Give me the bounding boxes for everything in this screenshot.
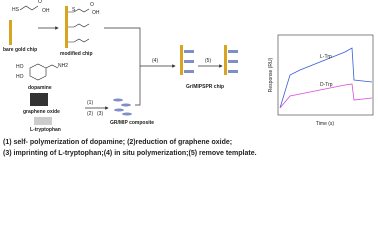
- series-label: L-Trp: [320, 54, 332, 60]
- label: bare gold chip: [3, 47, 37, 53]
- caption: (3) imprinting of L-tryptophan;(4) in si…: [3, 150, 257, 157]
- label: GR/MIP composite: [110, 120, 154, 126]
- molecule-label: HO: [16, 74, 24, 80]
- gold-chip: [224, 45, 227, 75]
- molecule-label: S: [72, 7, 76, 13]
- label: graphene oxide: [23, 109, 60, 115]
- molecule-label: O: [38, 0, 42, 5]
- gold-chip: [9, 20, 12, 45]
- label: L-tryptophan: [30, 127, 61, 133]
- label: dopamine: [28, 85, 52, 91]
- scheme: HS O OH bare gold chip S O OH modified c…: [3, 0, 374, 157]
- series-label: D-Trp: [320, 82, 333, 88]
- molecule-label: OH: [92, 10, 100, 16]
- axis-label: Time (s): [316, 121, 334, 127]
- plot-frame: [277, 34, 374, 116]
- caption: (1) self- polymerization of dopamine; (2…: [3, 139, 232, 146]
- label: Gr/MIPSPR chip: [186, 84, 224, 90]
- gold-chip: [65, 6, 68, 48]
- molecule-label: NH2: [58, 63, 68, 69]
- curve: [279, 47, 373, 109]
- step-label: (1): [87, 100, 93, 106]
- molecule-label: HS: [12, 7, 20, 13]
- curve: [279, 83, 373, 109]
- step-label: (4): [152, 58, 158, 64]
- step-label: (3): [97, 111, 103, 117]
- tryptophan-icon: [34, 117, 52, 125]
- molecule-label: OH: [42, 8, 50, 14]
- gold-chip: [180, 45, 183, 75]
- axis-label: Response (RU): [268, 57, 274, 92]
- molecule-label: HO: [16, 64, 24, 70]
- step-label: (2): [87, 111, 93, 117]
- step-label: (5): [205, 58, 211, 64]
- molecule-label: O: [90, 2, 94, 8]
- label: modified chip: [60, 51, 93, 57]
- graphene-icon: [30, 93, 48, 106]
